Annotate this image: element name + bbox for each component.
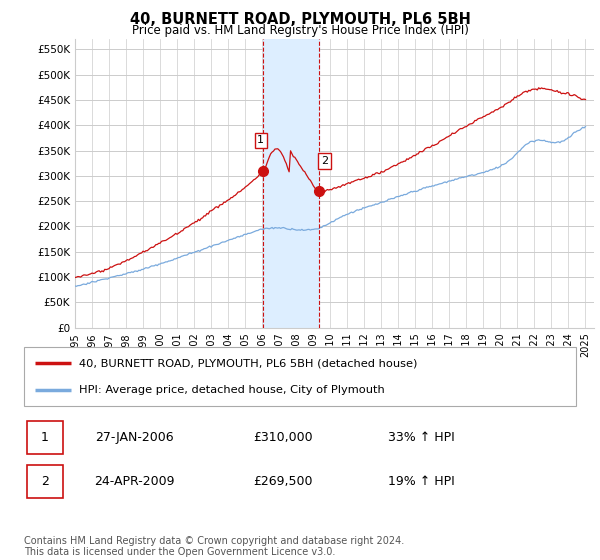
Text: 40, BURNETT ROAD, PLYMOUTH, PL6 5BH (detached house): 40, BURNETT ROAD, PLYMOUTH, PL6 5BH (det… [79, 358, 418, 368]
Text: 1: 1 [41, 431, 49, 444]
FancyBboxPatch shape [27, 465, 62, 498]
Text: 27-JAN-2006: 27-JAN-2006 [95, 431, 174, 444]
Text: 2: 2 [321, 156, 328, 166]
FancyBboxPatch shape [27, 421, 62, 454]
Text: £310,000: £310,000 [254, 431, 313, 444]
Text: HPI: Average price, detached house, City of Plymouth: HPI: Average price, detached house, City… [79, 385, 385, 395]
Text: 1: 1 [257, 136, 265, 146]
Text: 19% ↑ HPI: 19% ↑ HPI [388, 475, 455, 488]
Text: Contains HM Land Registry data © Crown copyright and database right 2024.
This d: Contains HM Land Registry data © Crown c… [24, 535, 404, 557]
Text: £269,500: £269,500 [254, 475, 313, 488]
Text: 33% ↑ HPI: 33% ↑ HPI [388, 431, 455, 444]
Text: Price paid vs. HM Land Registry's House Price Index (HPI): Price paid vs. HM Land Registry's House … [131, 24, 469, 37]
Bar [263, 39, 319, 328]
Text: 40, BURNETT ROAD, PLYMOUTH, PL6 5BH: 40, BURNETT ROAD, PLYMOUTH, PL6 5BH [130, 12, 470, 27]
Text: 2: 2 [41, 475, 49, 488]
FancyBboxPatch shape [24, 347, 576, 406]
Text: 24-APR-2009: 24-APR-2009 [94, 475, 175, 488]
